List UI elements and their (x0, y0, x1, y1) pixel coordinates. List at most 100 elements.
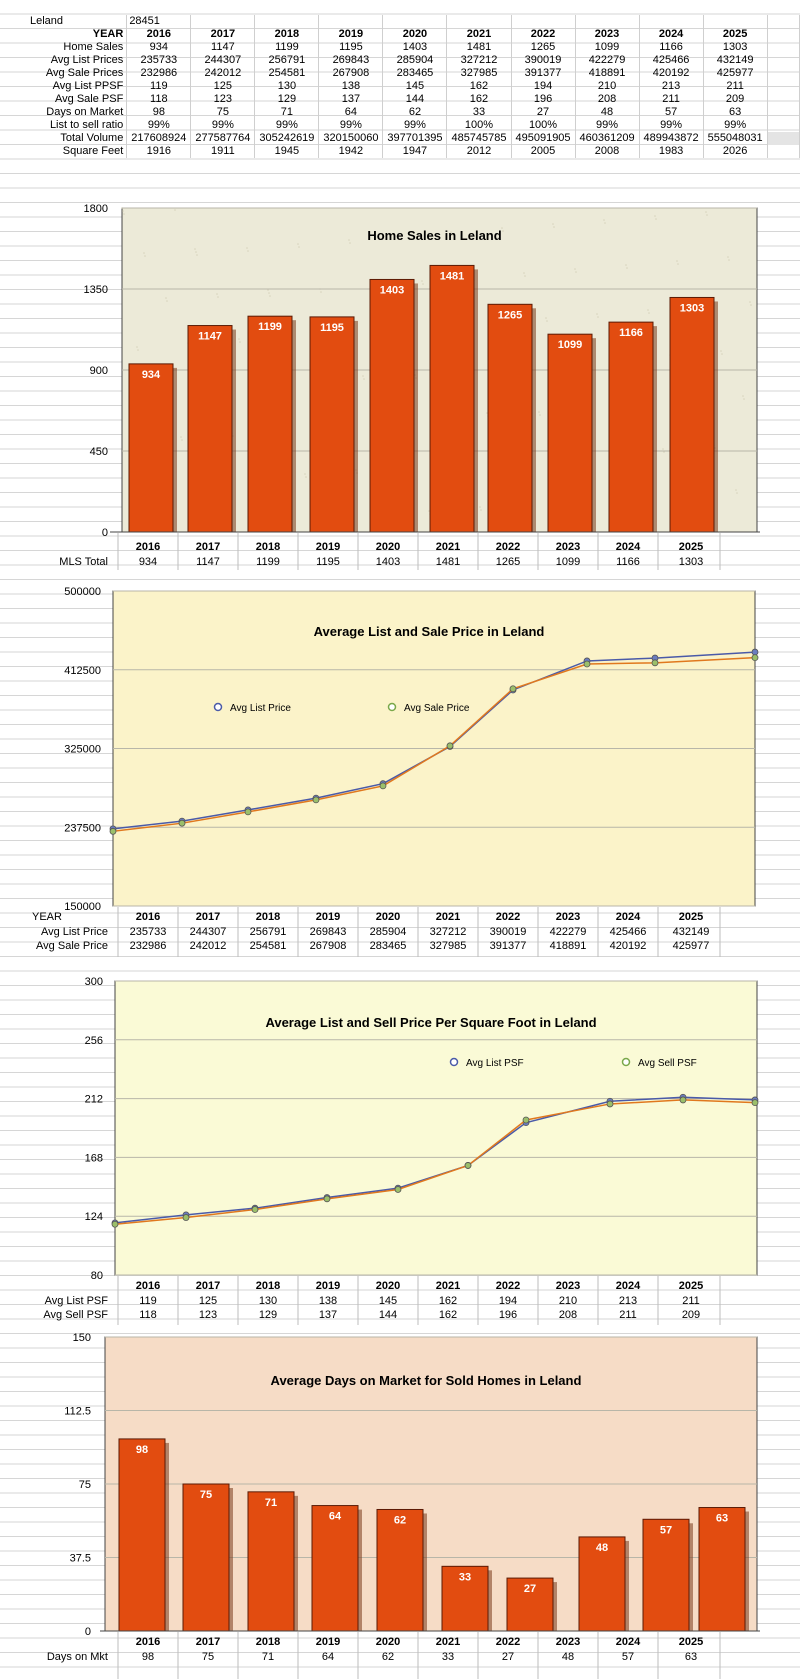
table-cell: 1199 (254, 41, 320, 54)
data-point (244, 808, 252, 816)
texture-dot (428, 510, 430, 512)
bar (187, 325, 233, 533)
texture-dot (524, 275, 526, 277)
year-label: 2022 (496, 1280, 520, 1292)
table-cell: 194 (511, 80, 576, 93)
chart-title: Average List and Sale Price in Leland (314, 624, 545, 639)
row-label: Avg Sale Prices (0, 67, 128, 80)
table-cell: 162 (446, 80, 512, 93)
table-row: Avg List Prices 235733 244307 256791 269843 2… (0, 54, 800, 67)
table-cell: 2016 (126, 28, 192, 41)
data-point (509, 685, 517, 693)
table-cell: 420192 (610, 940, 647, 952)
table-cell: 1942 (318, 145, 384, 158)
table-cell: 211 (703, 80, 768, 93)
texture-dot (479, 506, 481, 508)
table-cell: 256791 (254, 54, 320, 67)
table-cell: 162 (439, 1309, 457, 1321)
table-cell: 2018 (254, 28, 320, 41)
table-cell: 244307 (190, 54, 256, 67)
year-label: 2021 (436, 1280, 460, 1292)
y-tick-label: 256 (85, 1035, 103, 1047)
year-label: 2017 (196, 1280, 220, 1292)
bar (669, 296, 715, 533)
row-label: Avg Sell PSF (43, 1309, 108, 1321)
y-tick-label: 237500 (64, 822, 101, 834)
texture-dot (122, 210, 124, 212)
table-cell: 420192 (639, 67, 704, 80)
table-cell: 1166 (616, 556, 640, 568)
texture-dot (349, 242, 351, 244)
year-label: 2024 (616, 1636, 641, 1648)
data-label: 1403 (380, 284, 404, 296)
table-cell: 63 (703, 106, 768, 119)
y-tick-label: 900 (90, 365, 108, 377)
table-cell: 99% (575, 119, 640, 132)
row-label: Avg List Prices (0, 54, 128, 67)
year-label: 2017 (196, 1636, 220, 1648)
table-cell: 267908 (310, 940, 347, 952)
row-label: Avg List PSF (45, 1295, 109, 1307)
row-label: Days on Mkt (47, 1651, 108, 1663)
year-label: 2019 (316, 1636, 340, 1648)
empty-cell (254, 15, 320, 28)
texture-dot (654, 215, 656, 217)
table-cell: 1166 (639, 41, 704, 54)
table-cell: 425466 (639, 54, 704, 67)
table-cell: 213 (619, 1295, 637, 1307)
empty-cell (382, 15, 448, 28)
empty-cell (767, 41, 800, 54)
bar (369, 278, 415, 533)
table-cell: 27 (511, 106, 576, 119)
y-tick-label: 112.5 (64, 1406, 91, 1418)
bar (376, 1508, 424, 1632)
texture-dot (421, 280, 423, 282)
bar (309, 316, 355, 533)
texture-dot (305, 476, 307, 478)
table-cell: 64 (318, 106, 384, 119)
texture-dot (662, 448, 664, 450)
table-cell: 99% (639, 119, 704, 132)
table-cell: 1481 (436, 556, 460, 568)
table-cell: 57 (639, 106, 704, 119)
texture-dot (736, 492, 738, 494)
year-label: 2025 (679, 1636, 703, 1648)
texture-dot (298, 246, 300, 248)
table-cell: 98 (126, 106, 192, 119)
row-label: MLS Total (59, 556, 108, 568)
table-cell: 1481 (446, 41, 512, 54)
table-cell: 2022 (511, 28, 576, 41)
table-cell: 75 (190, 106, 256, 119)
table-cell: 232986 (130, 940, 167, 952)
table-cell: 2026 (703, 145, 768, 158)
texture-dot (144, 255, 146, 257)
texture-dot (647, 309, 649, 311)
data-point (679, 1096, 687, 1104)
texture-dot (304, 473, 306, 475)
texture-dot (247, 250, 249, 252)
legend-marker (387, 702, 397, 712)
texture-dot (648, 312, 650, 314)
y-tick-label: 212 (85, 1094, 103, 1106)
table-cell: 254581 (250, 940, 287, 952)
table-cell: 138 (318, 80, 384, 93)
table-cell: 119 (126, 80, 192, 93)
table-cell: 27 (502, 1651, 514, 1663)
data-point (751, 648, 759, 656)
row-label: Square Feet (0, 145, 128, 158)
table-cell: 1195 (316, 556, 340, 568)
year-label: 2016 (136, 1636, 160, 1648)
table-cell: 33 (442, 1651, 454, 1663)
year-label: 2022 (496, 911, 520, 923)
table-cell: 2023 (575, 28, 640, 41)
empty-cell (767, 93, 800, 106)
table-cell: 327985 (430, 940, 467, 952)
texture-dot (267, 289, 269, 291)
table-cell: 2021 (446, 28, 512, 41)
row-label: Days on Market (0, 106, 128, 119)
table-cell: 129 (259, 1309, 277, 1321)
table-cell: 208 (575, 93, 640, 106)
data-point (251, 1206, 259, 1213)
plot-area (114, 980, 758, 1276)
texture-dot (269, 295, 271, 297)
